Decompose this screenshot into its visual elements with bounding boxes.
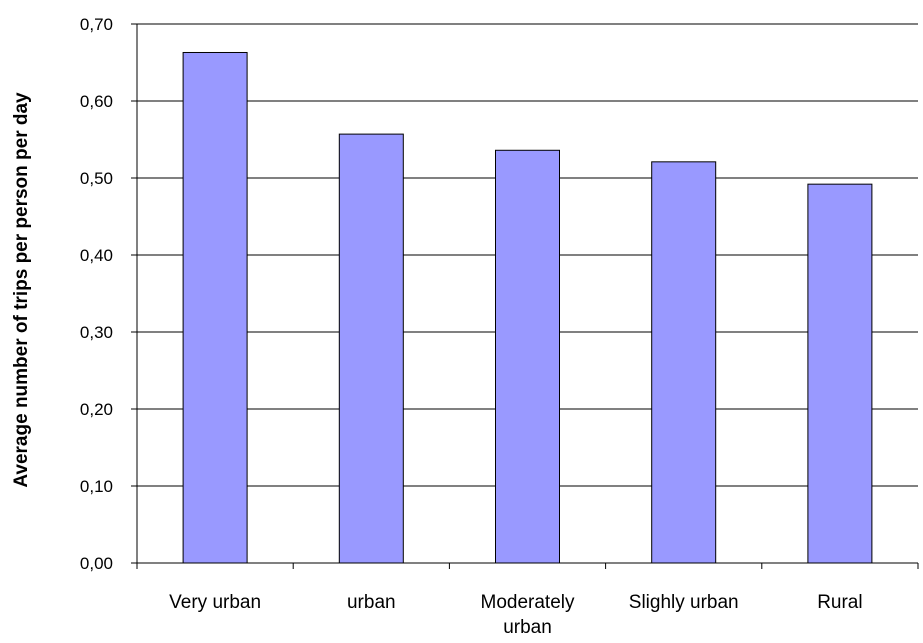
y-axis-title: Average number of trips per person per d… (11, 92, 32, 488)
x-category-label: urban (347, 592, 396, 613)
y-tick-label: 0,30 (80, 323, 113, 342)
x-category-label: Slighly urban (629, 592, 739, 613)
y-tick-label: 0,00 (80, 554, 113, 573)
y-tick-labels: 0,00 0,10 0,20 0,30 0,40 0,50 0,60 0,70 (80, 15, 113, 573)
bar (338, 133, 404, 564)
x-category-label: Moderately urban (481, 592, 575, 638)
x-category-label: Rural (817, 592, 862, 613)
x-category-label: Very urban (169, 592, 261, 613)
y-tick-label: 0,50 (80, 169, 113, 188)
bar (651, 161, 717, 564)
bar (182, 51, 248, 564)
y-tick-label: 0,70 (80, 15, 113, 34)
axes (131, 23, 919, 569)
x-category-labels: Very urban urban Moderately urban Slighly ur… (169, 592, 862, 638)
y-tick-label: 0,20 (80, 400, 113, 419)
y-tick-label: 0,60 (80, 92, 113, 111)
y-tick-label: 0,40 (80, 246, 113, 265)
y-tick-label: 0,10 (80, 477, 113, 496)
bars (182, 51, 873, 564)
bar (495, 149, 560, 564)
bar (807, 183, 873, 564)
